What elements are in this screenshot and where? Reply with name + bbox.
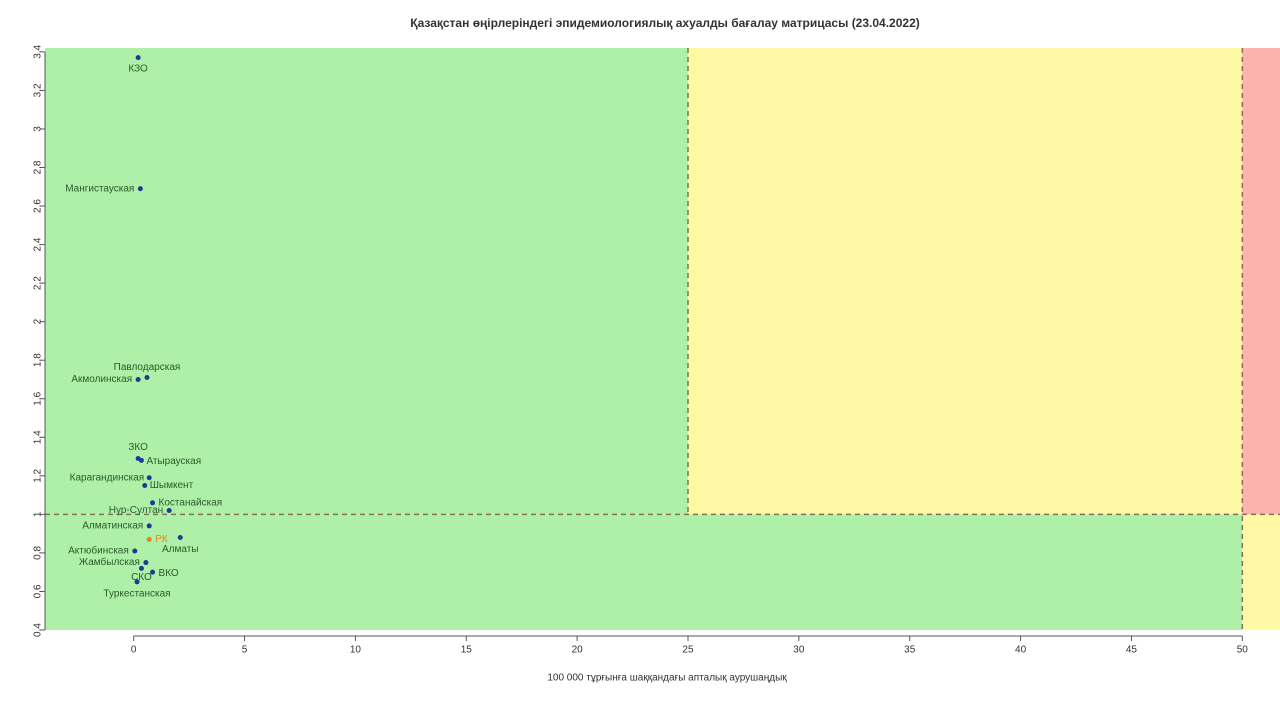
point <box>150 500 156 506</box>
point-label: РК <box>155 534 168 545</box>
x-axis-label: 100 000 тұрғынға шаққандағы апталық ауру… <box>547 673 787 684</box>
x-tick-label: 20 <box>572 645 584 656</box>
point <box>166 508 172 514</box>
x-tick-label: 45 <box>1126 645 1138 656</box>
point-label: Костанайская <box>159 497 223 508</box>
y-tick-label: 0.4 <box>33 623 44 637</box>
point <box>146 523 152 529</box>
zone <box>1242 48 1280 515</box>
x-tick-label: 0 <box>131 645 137 656</box>
y-tick-label: 1 <box>33 511 44 517</box>
point <box>132 548 138 554</box>
point-label: Нур-Султан <box>109 505 163 516</box>
point-label: СКО <box>131 572 152 583</box>
y-tick-label: 1.6 <box>33 391 44 405</box>
point-label: ВКО <box>159 568 179 579</box>
y-tick-label: 1.8 <box>33 353 44 367</box>
point <box>150 569 156 575</box>
zone <box>45 48 688 515</box>
y-tick-label: 2 <box>33 318 44 324</box>
point-label: Мангистауская <box>65 183 134 194</box>
x-tick-label: 25 <box>682 645 694 656</box>
y-tick-label: 0.8 <box>33 546 44 560</box>
point <box>138 565 144 571</box>
y-tick-label: 3.4 <box>33 44 44 58</box>
x-tick-label: 5 <box>242 645 248 656</box>
x-tick-label: 15 <box>461 645 473 656</box>
x-tick-label: 50 <box>1237 645 1249 656</box>
point <box>146 475 152 481</box>
point-label: Алматы <box>162 544 199 555</box>
y-tick-label: 1.2 <box>33 468 44 482</box>
point <box>135 376 141 382</box>
point <box>144 375 150 381</box>
y-tick-label: 3 <box>33 126 44 132</box>
point <box>146 536 152 542</box>
y-tick-label: 1.4 <box>33 430 44 444</box>
point-label: Атырауская <box>146 456 201 467</box>
point <box>137 186 143 192</box>
point-label: Павлодарская <box>114 362 181 373</box>
point <box>135 55 141 61</box>
x-tick-label: 10 <box>350 645 362 656</box>
point-label: ЗКО <box>128 442 148 453</box>
x-tick-label: 35 <box>904 645 916 656</box>
y-tick-label: 2.8 <box>33 160 44 174</box>
point <box>143 560 149 566</box>
point-label: Шымкент <box>150 480 194 491</box>
y-tick-label: 2.6 <box>33 199 44 213</box>
point <box>142 482 148 488</box>
chart-title: Қазақстан өңірлеріндегі эпидемиологиялық… <box>410 16 920 30</box>
zone <box>45 514 1243 630</box>
point-label: КЗО <box>128 63 148 74</box>
point-label: Туркестанская <box>103 588 170 599</box>
zone <box>1242 514 1280 630</box>
point <box>177 534 183 540</box>
point <box>134 579 140 585</box>
point <box>138 457 144 463</box>
point-label: Актюбинская <box>68 545 129 557</box>
point-label: Алматинская <box>82 521 143 532</box>
point-label: Жамбылская <box>79 556 140 568</box>
point-label: Карагандинская <box>70 472 145 483</box>
y-tick-label: 2.4 <box>33 237 44 251</box>
x-tick-label: 40 <box>1015 645 1027 656</box>
x-tick-label: 30 <box>793 645 805 656</box>
y-tick-label: 3.2 <box>33 83 44 97</box>
y-tick-label: 2.2 <box>33 276 44 290</box>
point-label: Акмолинская <box>71 374 132 385</box>
y-tick-label: 0.6 <box>33 584 44 598</box>
zone <box>687 48 1243 515</box>
